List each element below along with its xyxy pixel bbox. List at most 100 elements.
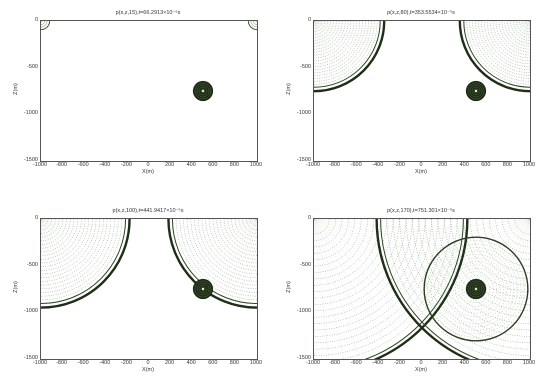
wave-ray — [508, 21, 530, 88]
wave-ray — [41, 219, 42, 220]
x-tick-label: -1000 — [32, 360, 48, 366]
wave-ray — [41, 219, 42, 220]
wave-ray — [314, 219, 315, 220]
wave-ray — [529, 219, 530, 220]
wave-ray — [257, 218, 258, 219]
wave-ray — [180, 219, 257, 264]
wave-ray — [501, 21, 530, 86]
wave-ray — [41, 219, 51, 308]
wave-ray — [529, 219, 530, 220]
wave-ray — [529, 21, 530, 22]
wave-ray — [529, 21, 530, 22]
wave-ray — [41, 219, 43, 220]
scatter-ring — [430, 243, 522, 335]
wave-ray — [515, 219, 530, 359]
wave-ray — [313, 218, 314, 219]
y-axis-label: Z(m) — [286, 83, 292, 95]
wave-ray — [256, 219, 257, 220]
y-tick-label: 0 — [307, 215, 311, 221]
wave-ray — [529, 21, 530, 22]
wave-ray — [529, 21, 530, 22]
wave-ray — [494, 21, 530, 82]
wave-ray — [313, 20, 314, 21]
wave-ray — [453, 219, 530, 352]
wave-ray — [314, 21, 315, 22]
y-tick-label: -1500 — [23, 157, 38, 163]
wave-ring — [186, 219, 257, 290]
wave-ring — [175, 219, 257, 301]
wave-ray — [41, 219, 42, 220]
wave-ray — [314, 219, 315, 220]
wave-ray — [530, 20, 531, 21]
wave-ray — [256, 219, 257, 221]
wave-ray — [529, 219, 530, 220]
x-tick-label: 1000 — [249, 162, 263, 168]
wave-ray — [314, 219, 315, 220]
wave-ray — [384, 219, 530, 267]
wave-ray — [256, 219, 257, 220]
wave-ray — [257, 218, 258, 219]
wave-ray — [530, 20, 531, 21]
wave-ray — [256, 219, 257, 220]
x-tick-label: 0 — [146, 360, 150, 366]
wave-ray — [313, 218, 314, 219]
wave-ray — [314, 219, 467, 236]
scatter-ring — [461, 274, 491, 304]
wave-ray — [529, 219, 530, 220]
y-tick-label: -1500 — [296, 157, 311, 163]
wave-ray — [314, 219, 315, 220]
wave-ray — [41, 219, 42, 220]
y-tick-label: -1500 — [296, 355, 311, 361]
x-tick-label: 200 — [438, 360, 448, 366]
x-axis-label: X(m) — [415, 169, 427, 175]
wave-ray — [257, 218, 258, 219]
wavefront-rim — [167, 219, 257, 309]
wave-ray — [41, 219, 69, 304]
x-tick-label: 400 — [459, 162, 469, 168]
x-tick-label: 0 — [146, 162, 150, 168]
wave-ray — [256, 219, 257, 220]
wave-ray — [530, 20, 531, 21]
wave-ray — [529, 21, 530, 22]
wave-ray — [530, 20, 531, 21]
wave-ray — [256, 219, 257, 220]
wave-ray — [172, 219, 257, 247]
wave-ray — [314, 219, 315, 220]
wave-ray — [529, 219, 530, 220]
wave-ray — [41, 219, 42, 220]
y-tick-label: -1000 — [23, 110, 38, 117]
y-tick-label: -500 — [26, 63, 38, 70]
wave-ray — [529, 219, 530, 220]
wave-ray — [255, 219, 257, 220]
scatter-ring — [437, 250, 515, 328]
wave-ray — [314, 21, 371, 63]
wavefield-svg — [314, 219, 530, 359]
wave-ray — [257, 218, 258, 219]
x-tick-label: -200 — [393, 360, 405, 366]
wave-ray — [314, 21, 315, 22]
scatterer-disk — [465, 80, 487, 102]
wave-ray — [529, 21, 530, 22]
x-tick-label: 1000 — [249, 360, 263, 366]
wave-ray — [41, 219, 42, 220]
wave-ray — [314, 219, 315, 220]
wave-ray — [40, 218, 41, 219]
scatterer-disk — [192, 80, 214, 102]
wave-ray — [256, 219, 257, 220]
wave-ray — [529, 219, 530, 220]
wave-ray — [314, 21, 315, 22]
wave-ray — [314, 219, 405, 344]
wave-ray — [529, 219, 530, 220]
wave-ray — [314, 219, 315, 220]
x-tick-label: 800 — [229, 360, 239, 366]
wave-ring — [314, 219, 387, 292]
wave-ray — [529, 219, 530, 220]
x-tick-label: -800 — [329, 162, 341, 168]
x-tick-label: -400 — [372, 162, 384, 168]
wave-ray — [41, 219, 42, 220]
wave-ray — [397, 219, 530, 296]
wave-ray — [257, 218, 258, 219]
wavefront-rim — [373, 219, 469, 359]
source-wavefront — [40, 218, 131, 309]
wave-ring — [501, 219, 530, 248]
